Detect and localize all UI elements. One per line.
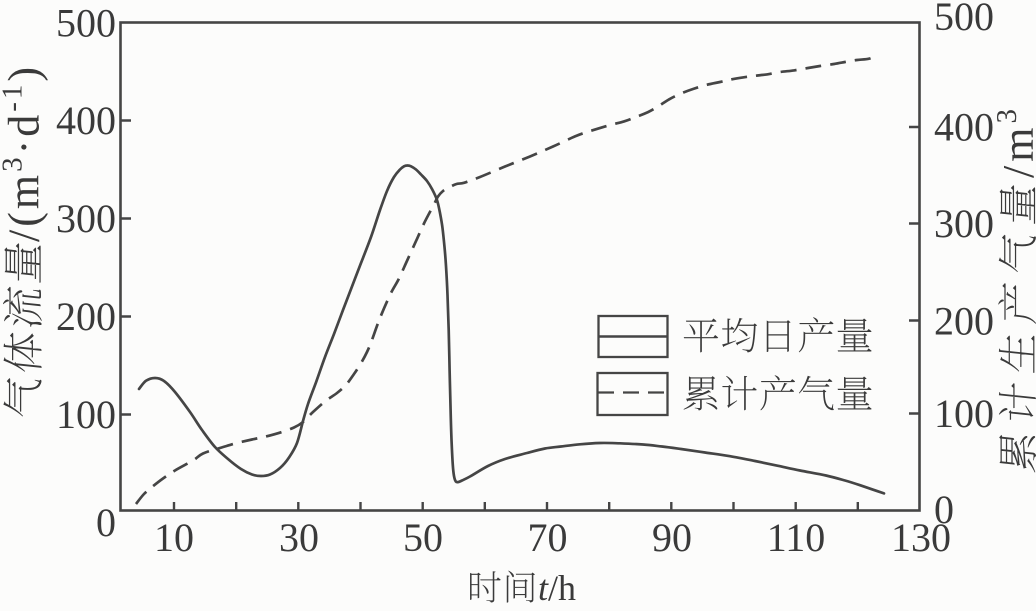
svg-text:300: 300 — [934, 201, 994, 246]
svg-text:100: 100 — [56, 392, 116, 437]
svg-text:200: 200 — [934, 299, 994, 344]
svg-text:110: 110 — [767, 515, 826, 560]
svg-text:130: 130 — [891, 515, 951, 560]
svg-text:30: 30 — [279, 515, 319, 560]
svg-text:200: 200 — [56, 294, 116, 339]
svg-text:10: 10 — [154, 515, 194, 560]
svg-text:500: 500 — [934, 0, 994, 39]
svg-text:100: 100 — [934, 391, 994, 436]
svg-text:50: 50 — [403, 515, 443, 560]
svg-text:400: 400 — [934, 105, 994, 150]
svg-text:/(m3·d-1): /(m3·d-1) — [0, 64, 49, 242]
svg-text:0: 0 — [96, 500, 116, 545]
svg-text:t/h: t/h — [538, 568, 576, 608]
svg-text:400: 400 — [56, 98, 116, 143]
svg-text:0: 0 — [934, 487, 954, 532]
svg-text:500: 500 — [56, 1, 116, 46]
svg-text:300: 300 — [56, 196, 116, 241]
svg-text:70: 70 — [528, 515, 568, 560]
svg-text:90: 90 — [652, 515, 692, 560]
